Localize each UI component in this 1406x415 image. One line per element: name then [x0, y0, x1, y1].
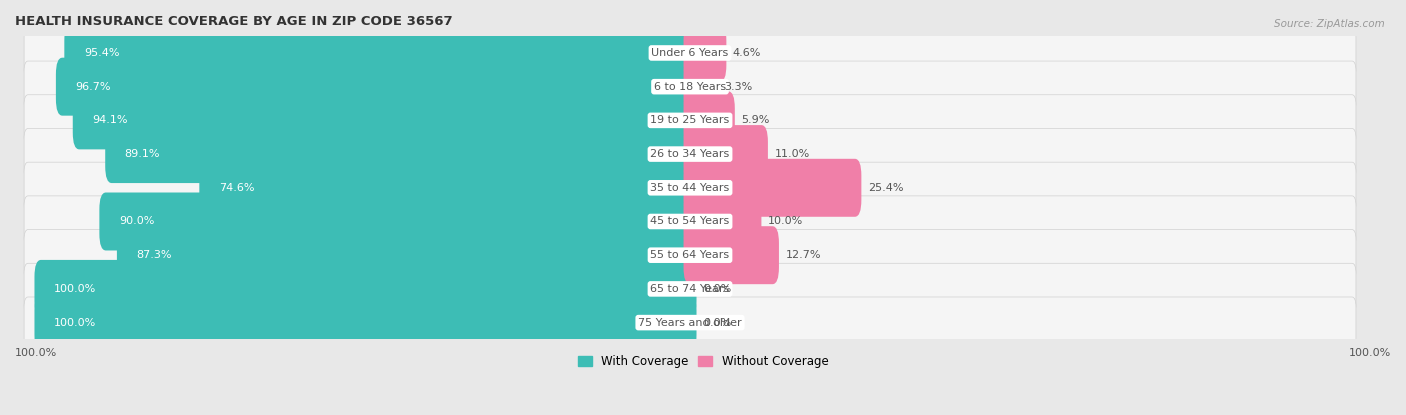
Text: 0.0%: 0.0% [703, 317, 731, 327]
FancyBboxPatch shape [100, 193, 696, 251]
Text: 45 to 54 Years: 45 to 54 Years [651, 217, 730, 227]
FancyBboxPatch shape [105, 125, 696, 183]
FancyBboxPatch shape [24, 95, 1355, 146]
Text: 100.0%: 100.0% [53, 284, 96, 294]
Text: 19 to 25 Years: 19 to 25 Years [651, 115, 730, 125]
FancyBboxPatch shape [24, 61, 1355, 112]
Text: 35 to 44 Years: 35 to 44 Years [651, 183, 730, 193]
FancyBboxPatch shape [683, 58, 718, 116]
FancyBboxPatch shape [683, 125, 768, 183]
Text: HEALTH INSURANCE COVERAGE BY AGE IN ZIP CODE 36567: HEALTH INSURANCE COVERAGE BY AGE IN ZIP … [15, 15, 453, 28]
Text: 87.3%: 87.3% [136, 250, 172, 260]
FancyBboxPatch shape [24, 297, 1355, 348]
FancyBboxPatch shape [35, 260, 696, 318]
Text: 6 to 18 Years: 6 to 18 Years [654, 82, 725, 92]
FancyBboxPatch shape [683, 24, 727, 82]
FancyBboxPatch shape [683, 159, 862, 217]
Text: Source: ZipAtlas.com: Source: ZipAtlas.com [1274, 19, 1385, 29]
FancyBboxPatch shape [24, 129, 1355, 180]
Text: 75 Years and older: 75 Years and older [638, 317, 742, 327]
Text: 25.4%: 25.4% [868, 183, 904, 193]
FancyBboxPatch shape [683, 226, 779, 284]
FancyBboxPatch shape [56, 58, 696, 116]
FancyBboxPatch shape [24, 229, 1355, 281]
Text: 96.7%: 96.7% [76, 82, 111, 92]
FancyBboxPatch shape [65, 24, 696, 82]
FancyBboxPatch shape [117, 226, 696, 284]
FancyBboxPatch shape [24, 263, 1355, 315]
Text: 65 to 74 Years: 65 to 74 Years [651, 284, 730, 294]
Text: Under 6 Years: Under 6 Years [651, 48, 728, 58]
FancyBboxPatch shape [24, 196, 1355, 247]
FancyBboxPatch shape [24, 162, 1355, 213]
Text: 12.7%: 12.7% [786, 250, 821, 260]
Text: 10.0%: 10.0% [768, 217, 803, 227]
Text: 26 to 34 Years: 26 to 34 Years [651, 149, 730, 159]
Text: 74.6%: 74.6% [219, 183, 254, 193]
FancyBboxPatch shape [73, 91, 696, 149]
Text: 5.9%: 5.9% [741, 115, 769, 125]
Text: 89.1%: 89.1% [125, 149, 160, 159]
Text: 100.0%: 100.0% [1348, 348, 1391, 358]
Text: 100.0%: 100.0% [53, 317, 96, 327]
FancyBboxPatch shape [200, 159, 696, 217]
Text: 100.0%: 100.0% [15, 348, 58, 358]
Text: 0.0%: 0.0% [703, 284, 731, 294]
FancyBboxPatch shape [35, 294, 696, 352]
Text: 94.1%: 94.1% [93, 115, 128, 125]
Text: 90.0%: 90.0% [120, 217, 155, 227]
Text: 95.4%: 95.4% [84, 48, 120, 58]
FancyBboxPatch shape [683, 193, 762, 251]
FancyBboxPatch shape [683, 91, 735, 149]
Text: 11.0%: 11.0% [775, 149, 810, 159]
FancyBboxPatch shape [24, 27, 1355, 78]
Legend: With Coverage, Without Coverage: With Coverage, Without Coverage [572, 351, 834, 373]
Text: 4.6%: 4.6% [733, 48, 761, 58]
Text: 55 to 64 Years: 55 to 64 Years [651, 250, 730, 260]
Text: 3.3%: 3.3% [724, 82, 752, 92]
